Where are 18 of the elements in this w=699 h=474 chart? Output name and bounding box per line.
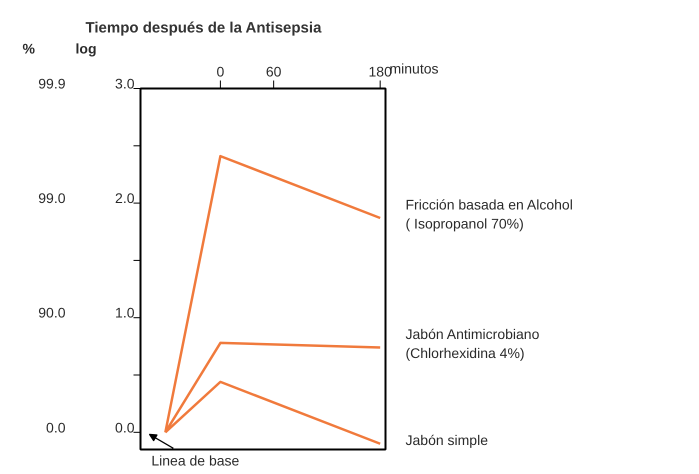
x-tick-label: 60 [266, 64, 282, 80]
series-label: Jabón simple [406, 432, 488, 448]
y-tick-label: 1.0 [115, 304, 135, 321]
chart-title: Tiempo después de la Antisepsia [86, 20, 322, 36]
x-tick-label: 0 [216, 64, 224, 80]
text: % [22, 40, 36, 56]
series-label: Jabón Antimicrobiano (Chlorhexidina 4%) [406, 326, 540, 362]
y-tick-label: 2.0 [115, 190, 135, 206]
text: 90.0 [38, 304, 66, 321]
y-tick-label: 3.0 [115, 76, 135, 92]
x-axis-title: minutos [390, 60, 439, 76]
y-tick-label: 0.0 [115, 419, 135, 436]
text: 99.9 [38, 76, 66, 92]
annotation: Linea de base [151, 452, 240, 468]
text: 99.0 [38, 190, 66, 206]
series-label: Fricción basada en Alcohol ( Isopropanol 70%) [406, 196, 573, 232]
y-axis-title: log [76, 40, 96, 56]
text: 0.0 [46, 419, 66, 436]
